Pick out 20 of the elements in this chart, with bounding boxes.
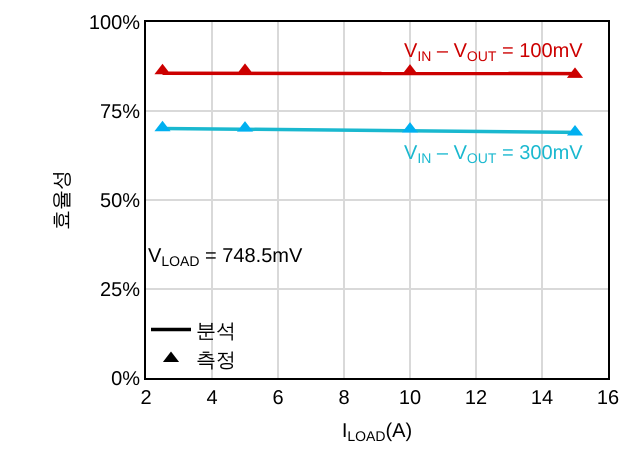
y-tick-label: 75%	[100, 101, 140, 123]
y-tick-label: 0%	[111, 368, 140, 390]
series-label: V$_{IN}$ – V$_{OUT}$ = 100mV	[404, 40, 584, 64]
x-tick-label: 8	[338, 387, 350, 409]
x-tick-label: 12	[464, 387, 488, 409]
x-tick-label: 16	[596, 387, 620, 409]
x-axis-title: I$_{LOAD}$(A)	[342, 420, 412, 444]
x-tick-label: 2	[140, 387, 152, 409]
x-tick-label: 4	[206, 387, 218, 409]
legend-label: 분석	[196, 320, 236, 342]
x-tick-label: 14	[530, 387, 554, 409]
series-label: V$_{IN}$ – V$_{OUT}$ = 300mV	[404, 142, 584, 166]
y-tick-label: 100%	[88, 12, 140, 34]
y-tick-label: 25%	[100, 279, 140, 301]
x-tick-label: 6	[272, 387, 284, 409]
y-tick-label: 50%	[100, 190, 140, 212]
y-axis-title: 효율성	[50, 170, 73, 230]
legend-label: 측정	[196, 349, 236, 372]
annotation: V$_{LOAD}$ = 748.5mV	[148, 245, 303, 270]
x-tick-label: 10	[398, 387, 422, 409]
